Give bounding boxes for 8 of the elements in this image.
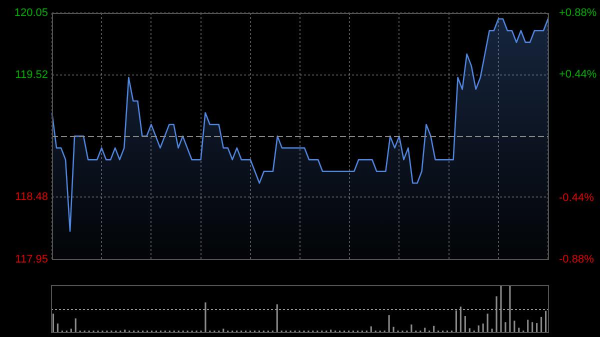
y-tick-label: 117.95 [15, 253, 48, 266]
y2-tick-label: -0.88% [559, 253, 594, 266]
y2-tick-label: -0.44% [559, 192, 594, 204]
y-tick-label: 118.48 [15, 191, 48, 204]
y-tick-label: 120.05 [14, 7, 48, 20]
y2-tick-label: +0.44% [559, 68, 597, 81]
y2-tick-label: +0.88% [559, 7, 597, 20]
y-tick-label: 119.52 [15, 69, 48, 82]
